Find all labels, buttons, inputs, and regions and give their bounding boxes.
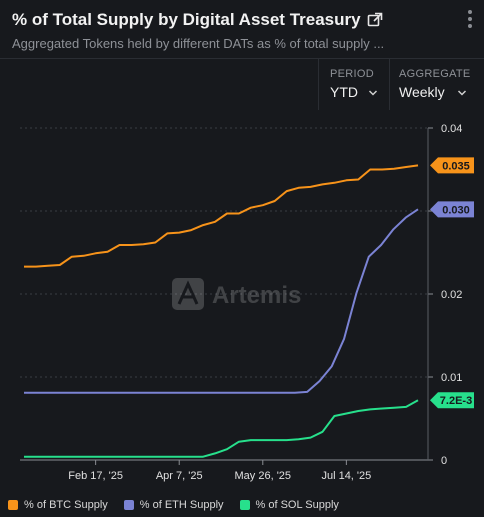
y-axis: 00.010.020.030.04 (427, 123, 462, 467)
aggregate-label: AGGREGATE (399, 68, 471, 80)
artemis-watermark: Artemis (172, 278, 301, 310)
end-value-badge (430, 392, 474, 409)
more-options-icon[interactable] (464, 8, 476, 30)
aggregate-select[interactable]: AGGREGATE Weekly (389, 58, 479, 110)
series-line[interactable] (24, 208, 419, 394)
period-value: YTD (330, 84, 358, 100)
y-tick-label: 0.02 (441, 289, 462, 301)
end-labels: 0.035 0.030 7.2E-3 (430, 157, 474, 409)
chart-title: % of Total Supply by Digital Asset Treas… (12, 10, 361, 29)
legend-swatch (239, 500, 250, 510)
legend-swatch (8, 500, 18, 510)
legend-swatch (123, 500, 134, 510)
x-tick-label: May 26, '25 (235, 470, 292, 482)
x-tick-label: Jul 14, '25 (321, 470, 371, 482)
title-row: % of Total Supply by Digital Asset Treas… (12, 8, 472, 32)
chart-subtitle: Aggregated Tokens held by different DATs… (12, 36, 385, 51)
chevron-down-icon (368, 90, 378, 96)
end-value-badge (430, 201, 474, 218)
grid (20, 127, 428, 461)
controls-divider (318, 58, 319, 110)
end-value-label: 0.030 (442, 204, 470, 216)
period-select[interactable]: PERIOD YTD (320, 58, 388, 110)
controls-divider (389, 58, 390, 110)
line-chart[interactable]: Artemis 00.010.020.030.04 Feb 17, '25Apr… (0, 112, 484, 492)
y-tick-label: 0.01 (441, 372, 462, 384)
series-line[interactable] (24, 164, 419, 268)
legend: % of BTC Supply % of ETH Supply % of SOL… (8, 499, 355, 511)
end-value-label: 0.035 (442, 160, 470, 172)
series (24, 164, 419, 458)
x-tick-label: Apr 7, '25 (156, 470, 203, 482)
end-value-badge (430, 157, 474, 174)
period-label: PERIOD (330, 68, 374, 80)
x-tick-label: Feb 17, '25 (68, 470, 123, 482)
legend-item-eth[interactable]: % of ETH Supply (123, 499, 224, 511)
x-axis: Feb 17, '25 Apr 7, '25 May 26, '25 Jul 14, … (68, 460, 371, 482)
header-divider (0, 58, 484, 59)
external-link-icon[interactable] (367, 12, 383, 28)
y-tick-label: 0 (441, 455, 447, 467)
legend-item-btc[interactable]: % of BTC Supply (8, 499, 108, 511)
legend-label: % of BTC Supply (24, 499, 108, 511)
end-value-label: 7.2E-3 (440, 395, 472, 407)
watermark-text: Artemis (212, 282, 301, 309)
y-tick-label: 0.04 (441, 123, 462, 135)
legend-label: % of ETH Supply (139, 499, 224, 511)
series-line[interactable] (24, 399, 419, 458)
aggregate-value: Weekly (399, 84, 445, 100)
legend-label: % of SOL Supply (255, 499, 339, 511)
chevron-down-icon (457, 90, 467, 96)
legend-item-sol[interactable]: % of SOL Supply (239, 499, 339, 511)
